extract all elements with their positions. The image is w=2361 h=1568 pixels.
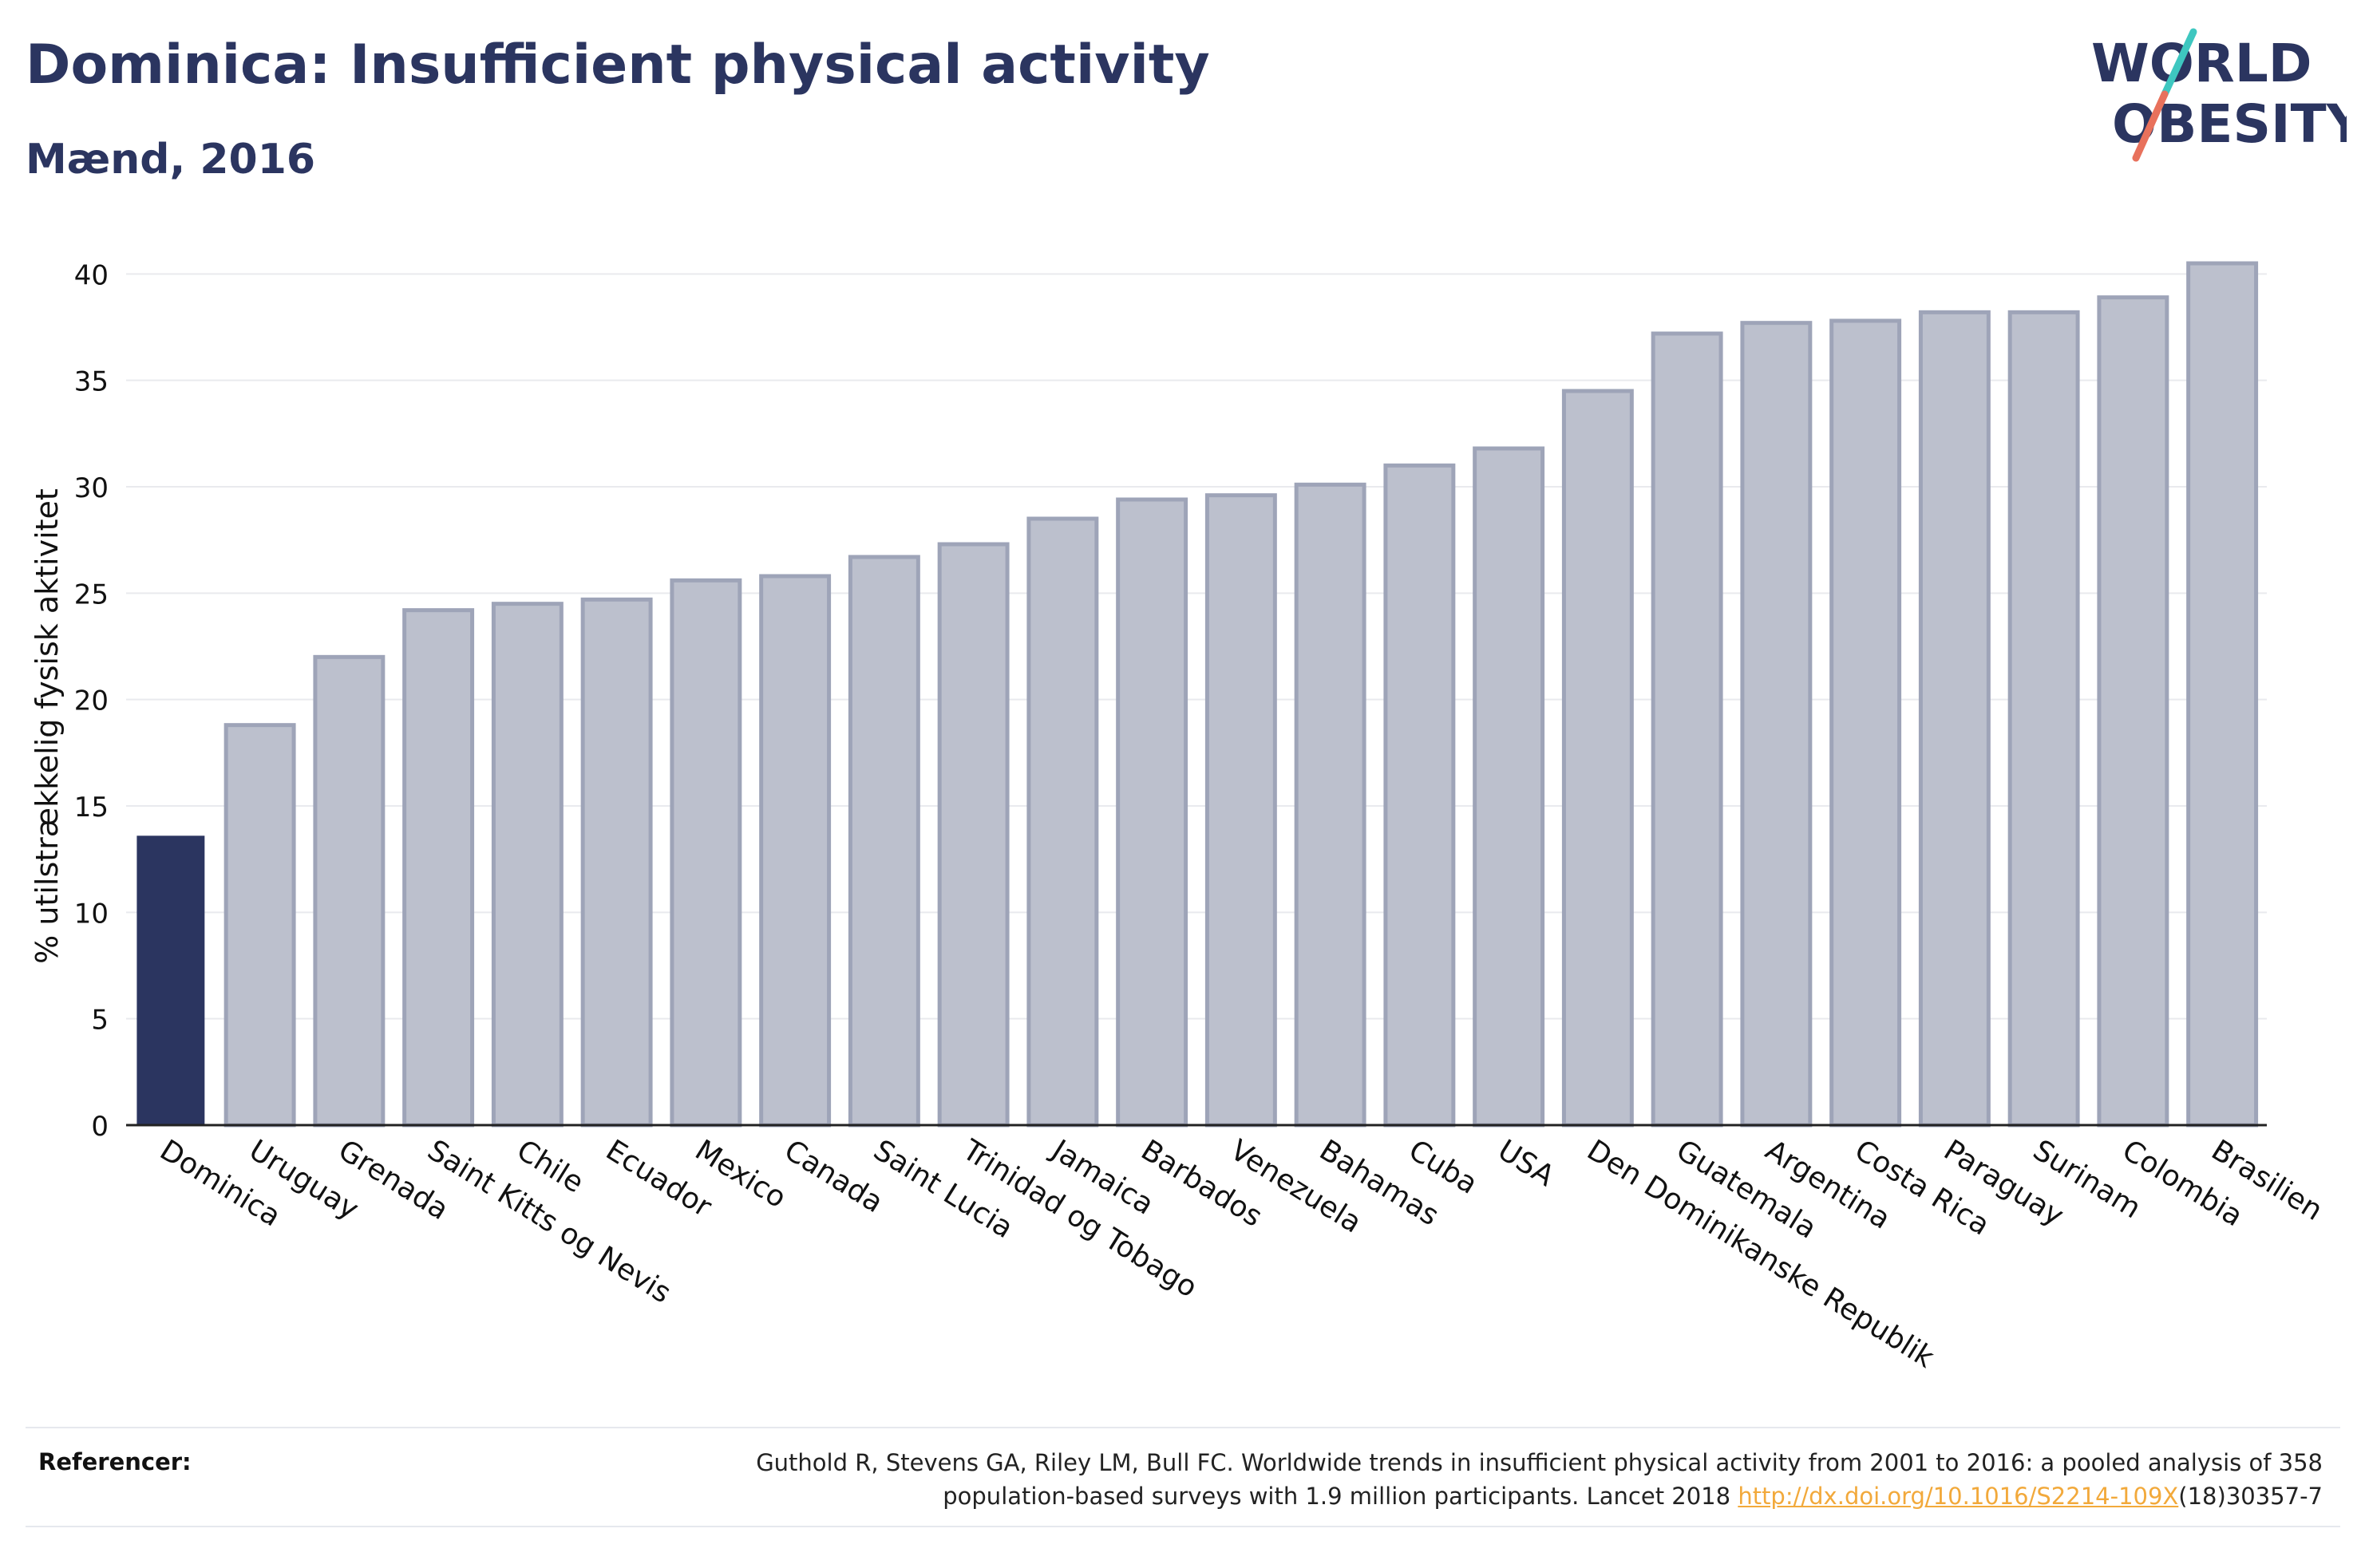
bar-chile bbox=[491, 602, 564, 1128]
footer-divider-top bbox=[26, 1427, 2340, 1428]
bar-jamaica bbox=[1026, 516, 1099, 1128]
y-axis-label: % utilstrækkelig fysisk aktivitet bbox=[30, 488, 65, 964]
citation-text-3: (18)30357-7 bbox=[2178, 1483, 2323, 1510]
chart-title: Dominica: Insufficient physical activity bbox=[26, 34, 1210, 97]
y-tick-label: 10 bbox=[74, 898, 109, 930]
bar-brasilien bbox=[2186, 261, 2259, 1128]
bar-saint-lucia bbox=[848, 555, 920, 1128]
bar-surinam bbox=[2007, 310, 2080, 1128]
bar-trinidad-og-tobago bbox=[937, 542, 1010, 1128]
logo-slash-bottom bbox=[2132, 90, 2169, 162]
bar-cuba bbox=[1383, 463, 1456, 1128]
x-tick-label: Canada bbox=[778, 1134, 888, 1219]
citation-doi-link[interactable]: http://dx.doi.org/10.1016/S2214-109X bbox=[1738, 1483, 2179, 1510]
bar-bahamas bbox=[1294, 482, 1366, 1128]
citation-text-1: Guthold R, Stevens GA, Riley LM, Bull FC… bbox=[756, 1449, 2323, 1476]
bar-saint-kitts-og-nevis bbox=[402, 608, 475, 1128]
y-tick-label: 30 bbox=[74, 472, 109, 504]
bar-chart: 0510152025303540DominicaUruguayGrenadaSa… bbox=[30, 259, 2328, 1374]
y-tick-label: 40 bbox=[74, 259, 109, 291]
y-tick-label: 5 bbox=[91, 1005, 109, 1037]
footer-divider-bottom bbox=[26, 1526, 2340, 1527]
bar-venezuela bbox=[1204, 493, 1277, 1128]
references-label: Referencer: bbox=[38, 1448, 192, 1475]
bar-mexico bbox=[670, 578, 742, 1128]
grid-lines bbox=[126, 273, 2267, 1020]
bar-den-dominikanske-republik bbox=[1561, 389, 1634, 1128]
y-tick-label: 25 bbox=[74, 579, 109, 610]
citation-text-2: population-based surveys with 1.9 millio… bbox=[943, 1483, 1738, 1510]
world-obesity-logo: WORLD OBESITY bbox=[2091, 28, 2347, 162]
y-tick-label: 35 bbox=[74, 366, 109, 398]
references-citation: Guthold R, Stevens GA, Riley LM, Bull FC… bbox=[487, 1446, 2323, 1513]
bar-dominica bbox=[136, 835, 205, 1125]
logo-slash-top bbox=[2161, 28, 2197, 98]
bar-costa-rica bbox=[1829, 318, 1902, 1128]
bar-usa bbox=[1473, 446, 1545, 1128]
x-tick-label: USA bbox=[1492, 1134, 1560, 1193]
logo-word-world: WORLD bbox=[2091, 33, 2312, 94]
bar-guatemala bbox=[1651, 331, 1723, 1128]
y-tick-label: 20 bbox=[74, 685, 109, 717]
y-tick-label: 0 bbox=[91, 1111, 109, 1143]
bars bbox=[136, 261, 2259, 1128]
bar-barbados bbox=[1116, 497, 1188, 1128]
bar-ecuador bbox=[580, 597, 653, 1128]
bar-grenada bbox=[313, 654, 386, 1128]
bar-paraguay bbox=[1918, 310, 1991, 1128]
bar-canada bbox=[759, 574, 832, 1128]
bar-argentina bbox=[1740, 321, 1813, 1128]
bar-colombia bbox=[2097, 295, 2169, 1128]
chart-subtitle: Mænd, 2016 bbox=[26, 136, 316, 184]
bar-uruguay bbox=[223, 723, 296, 1128]
y-tick-label: 15 bbox=[74, 792, 109, 823]
